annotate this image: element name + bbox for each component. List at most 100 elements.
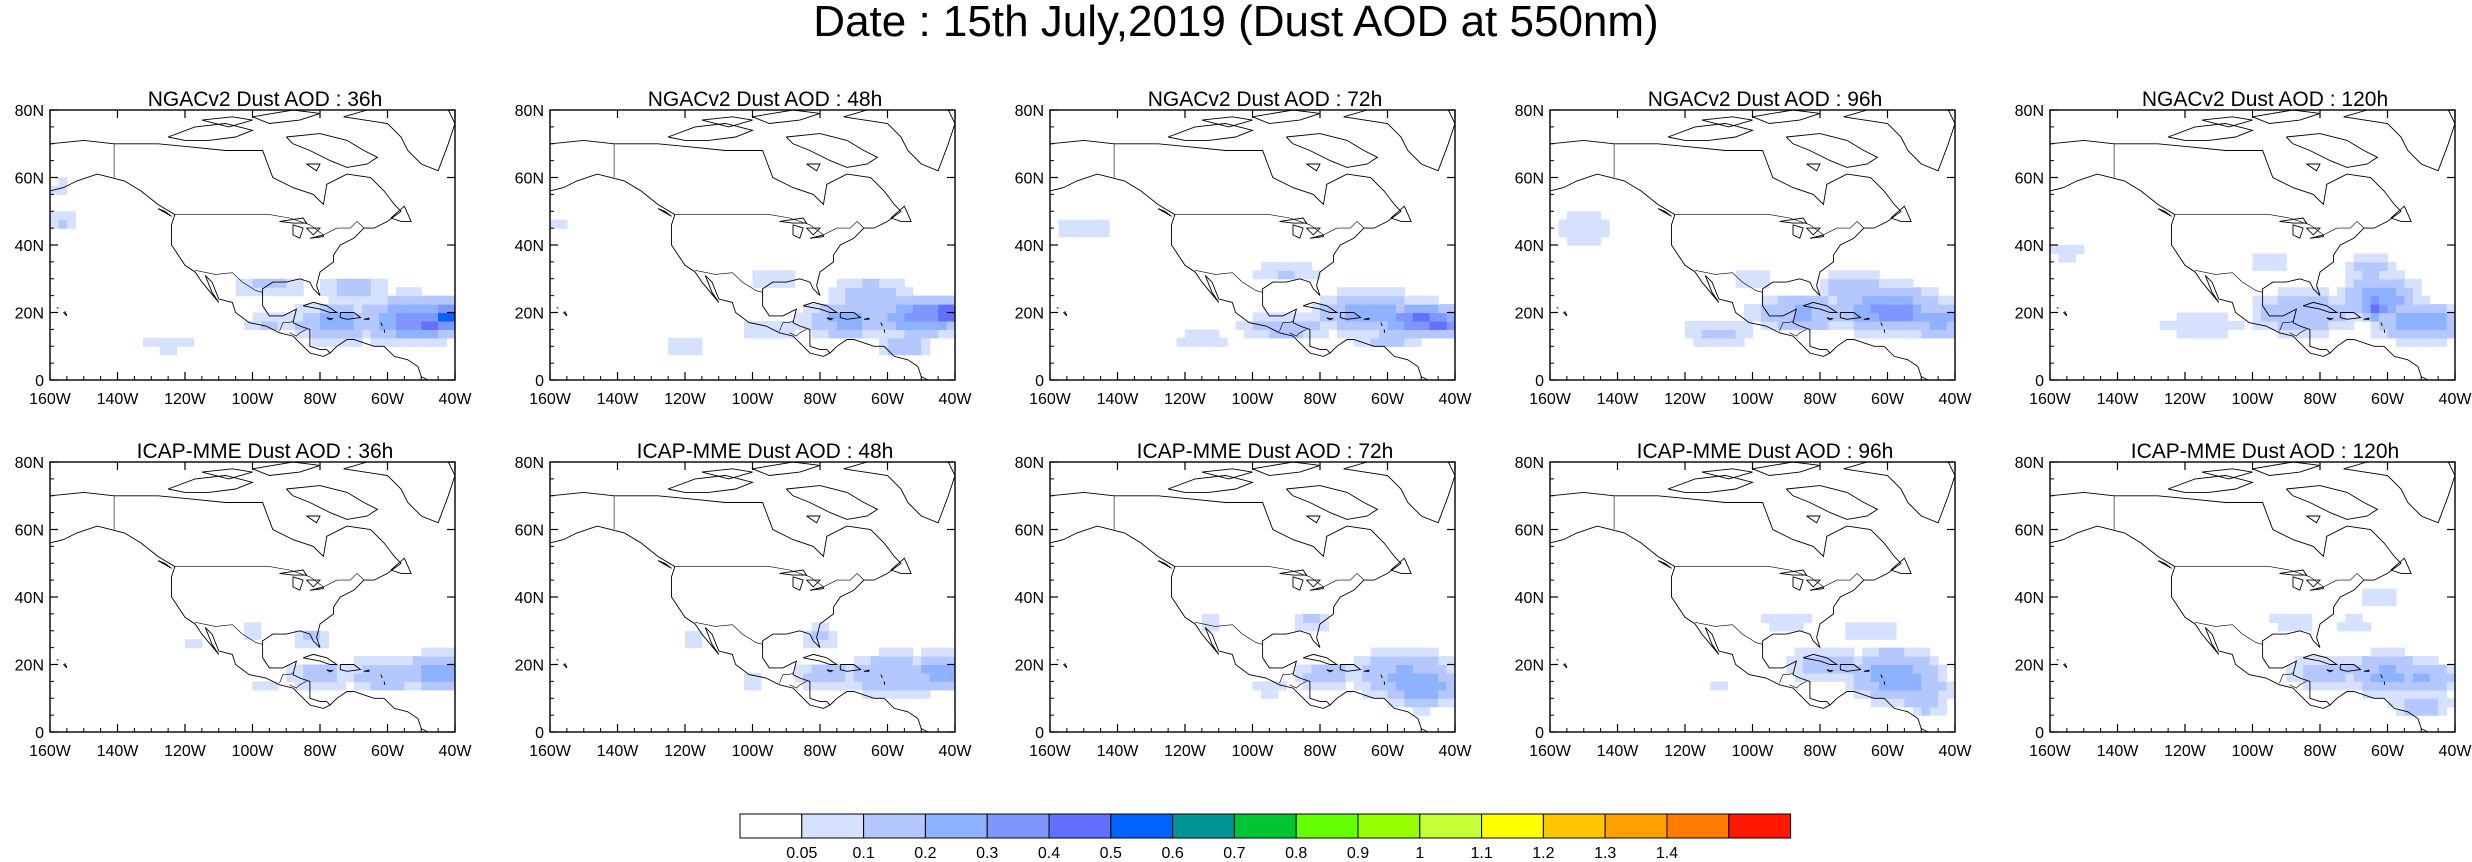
aod-cell [2387, 647, 2397, 657]
aod-cell [277, 287, 287, 297]
aod-cell [828, 664, 838, 674]
panel-title: NGACv2 Dust AOD : 96h [1647, 88, 1883, 111]
aod-cell [1379, 689, 1389, 699]
aod-cell [252, 320, 262, 330]
aod-cell [1438, 320, 1448, 330]
aod-cell [811, 664, 821, 674]
coastline [1667, 475, 1754, 493]
aod-cell [1320, 681, 1330, 691]
aod-cell [685, 630, 695, 640]
border-line [289, 329, 307, 337]
x-tick-label: 120W [1164, 743, 1207, 760]
aod-cell [2345, 681, 2355, 691]
aod-cell [2438, 337, 2448, 347]
y-tick-label: 20N [1515, 658, 1544, 675]
aod-cell [438, 681, 448, 691]
aod-cell [1421, 698, 1431, 708]
aod-cell [2412, 698, 2422, 708]
y-tick-label: 40N [2015, 238, 2044, 255]
aod-cell [429, 320, 439, 330]
aod-cell [362, 287, 372, 297]
aod-cell [2294, 312, 2304, 322]
aod-cell [1845, 622, 1855, 632]
aod-cell [328, 664, 338, 674]
coastline [2339, 664, 2362, 672]
aod-cell [311, 672, 321, 682]
aod-cell [320, 312, 330, 322]
coastline [50, 139, 402, 357]
aod-cell [1701, 329, 1711, 339]
aod-cell [2421, 337, 2431, 347]
aod-cell [862, 320, 872, 330]
aod-cell [1303, 312, 1313, 322]
aod-cell [1929, 295, 1939, 305]
aod-cell [1404, 664, 1414, 674]
aod-cell [1235, 320, 1245, 330]
coastline [1306, 579, 1322, 588]
coastline [1779, 569, 1808, 576]
coastline [390, 557, 412, 574]
aod-cell [2328, 672, 2338, 682]
coastline [339, 312, 362, 320]
aod-cell [2387, 312, 2397, 322]
colorbar-label: 1.4 [1656, 845, 1678, 862]
aod-cell [1345, 320, 1355, 330]
aod-cell [1421, 647, 1431, 657]
y-tick-label: 40N [515, 238, 544, 255]
aod-cell [1387, 337, 1397, 347]
colorbar-box [1604, 813, 1668, 839]
aod-cell [2336, 622, 2346, 632]
aod-cell [1412, 689, 1422, 699]
aod-cell [912, 664, 922, 674]
aod-cell [320, 639, 330, 649]
aod-cell [887, 278, 897, 288]
colorbar-box [1048, 813, 1112, 839]
coastline [556, 659, 559, 661]
aod-cell [370, 337, 380, 347]
colorbar-label: 0.7 [1223, 845, 1245, 862]
aod-cell [1387, 656, 1397, 666]
aod-cell [2429, 337, 2439, 347]
aod-cell [946, 681, 955, 691]
aod-cell [370, 312, 380, 322]
aod-field [2050, 245, 2455, 347]
aod-cell [1895, 312, 1905, 322]
aod-cell [1820, 287, 1830, 297]
aod-cell [2353, 270, 2363, 280]
map-panel-10: ICAP-MME Dust AOD : 120h 160W 140W 120W 100W… [2000, 440, 2472, 796]
aod-cell [1853, 312, 1863, 322]
y-tick-label: 80N [15, 103, 44, 120]
aod-cell [1566, 211, 1576, 221]
aod-cell [1845, 664, 1855, 674]
aod-cell [1853, 329, 1863, 339]
coastline [2157, 208, 2172, 217]
aod-cell [387, 304, 397, 314]
aod-cell [404, 295, 414, 305]
coastline [752, 110, 821, 124]
aod-cell [168, 337, 178, 347]
aod-cell [2218, 320, 2228, 330]
aod-cell [1412, 304, 1422, 314]
aod-cell [1828, 295, 1838, 305]
aod-cell [2336, 672, 2346, 682]
aod-cell [1395, 320, 1405, 330]
aod-cell [1946, 329, 1955, 339]
aod-cell [345, 278, 355, 288]
colorbar-box [1295, 813, 1359, 839]
aod-cell [1370, 304, 1380, 314]
aod-cell [294, 664, 304, 674]
aod-cell [2421, 295, 2431, 305]
aod-cell [395, 656, 405, 666]
aod-cell [1092, 228, 1102, 238]
coastline [1556, 307, 1559, 309]
aod-cell [421, 320, 431, 330]
aod-cell [1701, 337, 1711, 347]
aod-cell [912, 329, 922, 339]
aod-cell [66, 211, 76, 221]
aod-cell [328, 672, 338, 682]
aod-cell [2429, 706, 2439, 716]
aod-cell [2379, 253, 2389, 263]
aod-cell [1803, 664, 1813, 674]
aod-cell [446, 664, 455, 674]
aod-cell [836, 278, 846, 288]
